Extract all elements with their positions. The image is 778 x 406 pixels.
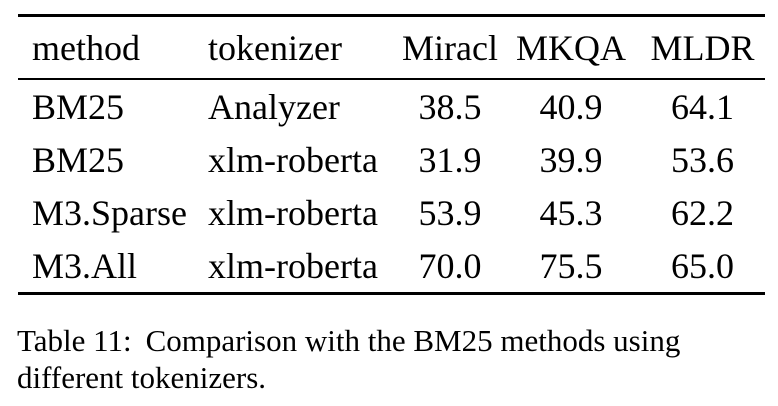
cell-mldr: 53.6 xyxy=(671,139,734,180)
cell-mldr: 65.0 xyxy=(671,245,734,286)
cell-mkqa: 75.5 xyxy=(539,245,603,286)
table-mid-rule xyxy=(18,78,765,80)
cell-mldr: 62.2 xyxy=(671,192,734,233)
cell-miracl: 70.0 xyxy=(418,245,482,286)
caption-text: Comparison with the BM25 methods using d… xyxy=(17,323,681,395)
cell-method: BM25 xyxy=(32,139,125,180)
cell-tokenizer: Analyzer xyxy=(208,86,340,127)
cell-miracl: 31.9 xyxy=(418,139,482,180)
header-cell-miracl: Miracl xyxy=(402,27,498,68)
cell-mldr: 64.1 xyxy=(671,86,734,127)
table-caption: Table 11: Comparison with the BM25 method… xyxy=(17,322,741,396)
cell-tokenizer: xlm-roberta xyxy=(208,139,378,180)
cell-miracl: 38.5 xyxy=(418,86,482,127)
header-cell-tokenizer: tokenizer xyxy=(208,27,342,68)
cell-mkqa: 39.9 xyxy=(539,139,603,180)
cell-tokenizer: xlm-roberta xyxy=(208,245,378,286)
table-row: BM25 Analyzer 38.5 40.9 64.1 xyxy=(18,80,765,133)
cell-mkqa: 40.9 xyxy=(539,86,603,127)
header-cell-method: method xyxy=(32,27,140,68)
table-row: M3.All xlm-roberta 70.0 75.5 65.0 xyxy=(18,239,765,292)
table-row: BM25 xlm-roberta 31.9 39.9 53.6 xyxy=(18,133,765,186)
results-table: method tokenizer Miracl MKQA MLDR BM25 A… xyxy=(18,14,765,295)
table-row: M3.Sparse xlm-roberta 53.9 45.3 62.2 xyxy=(18,186,765,239)
cell-method: M3.All xyxy=(32,245,138,286)
table-header-row: method tokenizer Miracl MKQA MLDR xyxy=(18,17,765,78)
cell-mkqa: 45.3 xyxy=(539,192,603,233)
cell-method: BM25 xyxy=(32,86,125,127)
header-cell-mldr: MLDR xyxy=(650,27,755,68)
cell-method: M3.Sparse xyxy=(32,192,187,233)
cell-miracl: 53.9 xyxy=(418,192,482,233)
header-cell-mkqa: MKQA xyxy=(515,27,626,68)
cell-tokenizer: xlm-roberta xyxy=(208,192,378,233)
table-bottom-rule xyxy=(18,292,765,295)
caption-label: Table 11: xyxy=(17,323,132,358)
table-top-rule xyxy=(18,14,765,17)
